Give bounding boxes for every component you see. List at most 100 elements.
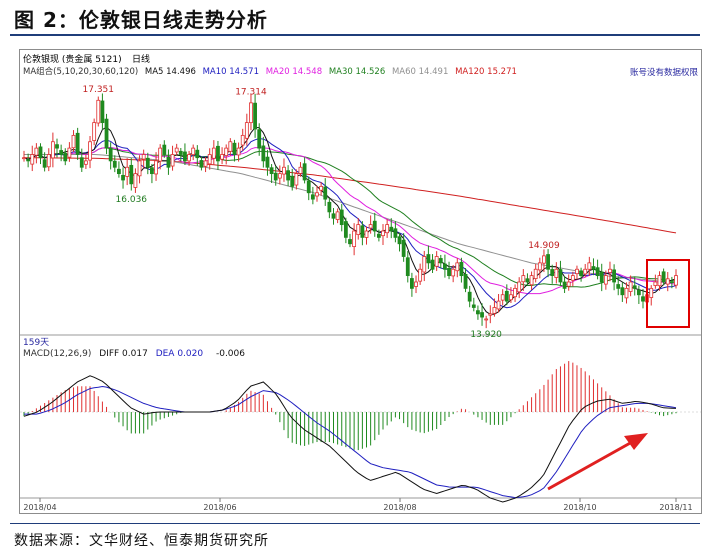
candle-body bbox=[628, 281, 633, 292]
macd-dea-label: DEA 0.020 bbox=[155, 349, 204, 359]
candle-body bbox=[513, 287, 517, 298]
candle-body bbox=[286, 170, 291, 181]
candle-body bbox=[42, 159, 47, 168]
candle-body bbox=[183, 151, 187, 162]
candle-body bbox=[253, 102, 257, 130]
candle-body bbox=[129, 164, 134, 185]
candle-body bbox=[265, 156, 270, 168]
candle-body bbox=[496, 300, 501, 310]
candle-body bbox=[141, 154, 146, 160]
candle-body bbox=[492, 307, 497, 314]
candle-body bbox=[603, 275, 608, 285]
candle-body bbox=[26, 159, 31, 162]
candle-body bbox=[533, 268, 538, 279]
data-permission-notice: 账号没有数据权限 bbox=[629, 68, 698, 78]
candle-body bbox=[257, 129, 262, 149]
candle-body bbox=[339, 209, 344, 226]
ma60-label: MA60 14.491 bbox=[391, 67, 449, 77]
candle-body bbox=[360, 225, 365, 238]
candle-body bbox=[471, 304, 476, 308]
candle-body bbox=[480, 312, 484, 318]
candle-body bbox=[211, 147, 216, 159]
candle-body bbox=[459, 261, 464, 277]
candle-body bbox=[290, 175, 295, 187]
macd-diff-label: DIFF 0.017 bbox=[99, 349, 148, 359]
candle-body bbox=[443, 263, 447, 270]
ma30-label: MA30 14.526 bbox=[328, 67, 386, 77]
candle-body bbox=[385, 224, 390, 234]
candle-body bbox=[162, 144, 167, 155]
candle-body bbox=[488, 313, 493, 316]
title-rule bbox=[10, 34, 700, 36]
candle-body bbox=[158, 147, 163, 162]
candle-body bbox=[298, 166, 303, 174]
candle-body bbox=[356, 224, 361, 236]
candle-body bbox=[525, 278, 530, 283]
candle-body bbox=[220, 154, 224, 160]
period-label[interactable]: 日线 bbox=[132, 55, 151, 65]
candle-body bbox=[166, 156, 171, 168]
candle-body bbox=[236, 147, 241, 156]
candle-body bbox=[562, 281, 567, 289]
macd-dea-line bbox=[24, 385, 677, 499]
symbol-label[interactable]: 伦敦银现 (贵金属 5121) bbox=[23, 55, 122, 65]
candle-body bbox=[665, 278, 670, 285]
candle-body bbox=[509, 294, 513, 301]
candle-body bbox=[451, 268, 456, 277]
candle-body bbox=[38, 146, 43, 159]
candle-body bbox=[315, 192, 319, 197]
ma120-label: MA120 15.271 bbox=[455, 67, 517, 77]
candle-body bbox=[381, 230, 385, 237]
candle-body bbox=[583, 268, 588, 275]
candle-body bbox=[112, 160, 117, 168]
candle-body bbox=[108, 147, 113, 162]
candle-body bbox=[30, 154, 35, 165]
candle-body bbox=[537, 262, 542, 271]
candle-body bbox=[34, 147, 39, 156]
candle-body bbox=[100, 100, 105, 124]
candle-body bbox=[608, 268, 612, 273]
ma10-line bbox=[23, 137, 677, 309]
candle-body bbox=[554, 268, 559, 278]
candle-body bbox=[22, 157, 26, 160]
candle-body bbox=[558, 269, 563, 283]
candle-body bbox=[575, 268, 579, 275]
ma120-line bbox=[24, 157, 677, 234]
x-tick-label: 2018/11 bbox=[659, 503, 692, 512]
candle-body bbox=[224, 147, 229, 156]
price-annotation: 17.314 bbox=[235, 88, 267, 98]
ma-legend: MA组合(5,10,20,30,60,120) MA5 14.496 MA10 … bbox=[20, 65, 701, 77]
candle-body bbox=[674, 275, 678, 286]
candle-body bbox=[368, 224, 373, 229]
candle-body bbox=[476, 310, 480, 315]
candle-body bbox=[88, 141, 92, 161]
price-annotation: 13.920 bbox=[470, 330, 502, 340]
candle-body bbox=[282, 166, 286, 175]
candle-body bbox=[348, 239, 352, 245]
candle-body bbox=[145, 157, 150, 168]
candle-body bbox=[150, 167, 154, 175]
ma60-line bbox=[24, 154, 677, 284]
candle-body bbox=[546, 254, 550, 270]
candle-body bbox=[261, 145, 266, 162]
candle-body bbox=[393, 228, 398, 238]
candle-body bbox=[104, 118, 109, 149]
candle-body bbox=[199, 160, 204, 168]
candle-body bbox=[273, 172, 278, 181]
candle-body bbox=[203, 160, 208, 167]
candle-body bbox=[636, 289, 641, 296]
candle-body bbox=[195, 149, 200, 159]
price-annotation: 14.909 bbox=[528, 241, 560, 251]
chart-frame: 伦敦银现 (贵金属 5121) 日线 MA组合(5,10,20,30,60,12… bbox=[19, 49, 702, 514]
candle-body bbox=[216, 145, 220, 162]
candle-body bbox=[579, 270, 583, 277]
candle-body bbox=[632, 285, 637, 289]
candle-body bbox=[463, 273, 468, 289]
candle-body bbox=[409, 278, 414, 289]
candle-body bbox=[550, 269, 555, 277]
candle-body bbox=[117, 168, 121, 175]
candle-body bbox=[620, 287, 625, 296]
candle-body bbox=[521, 275, 526, 283]
candle-body bbox=[269, 167, 274, 175]
candle-body bbox=[653, 281, 658, 286]
